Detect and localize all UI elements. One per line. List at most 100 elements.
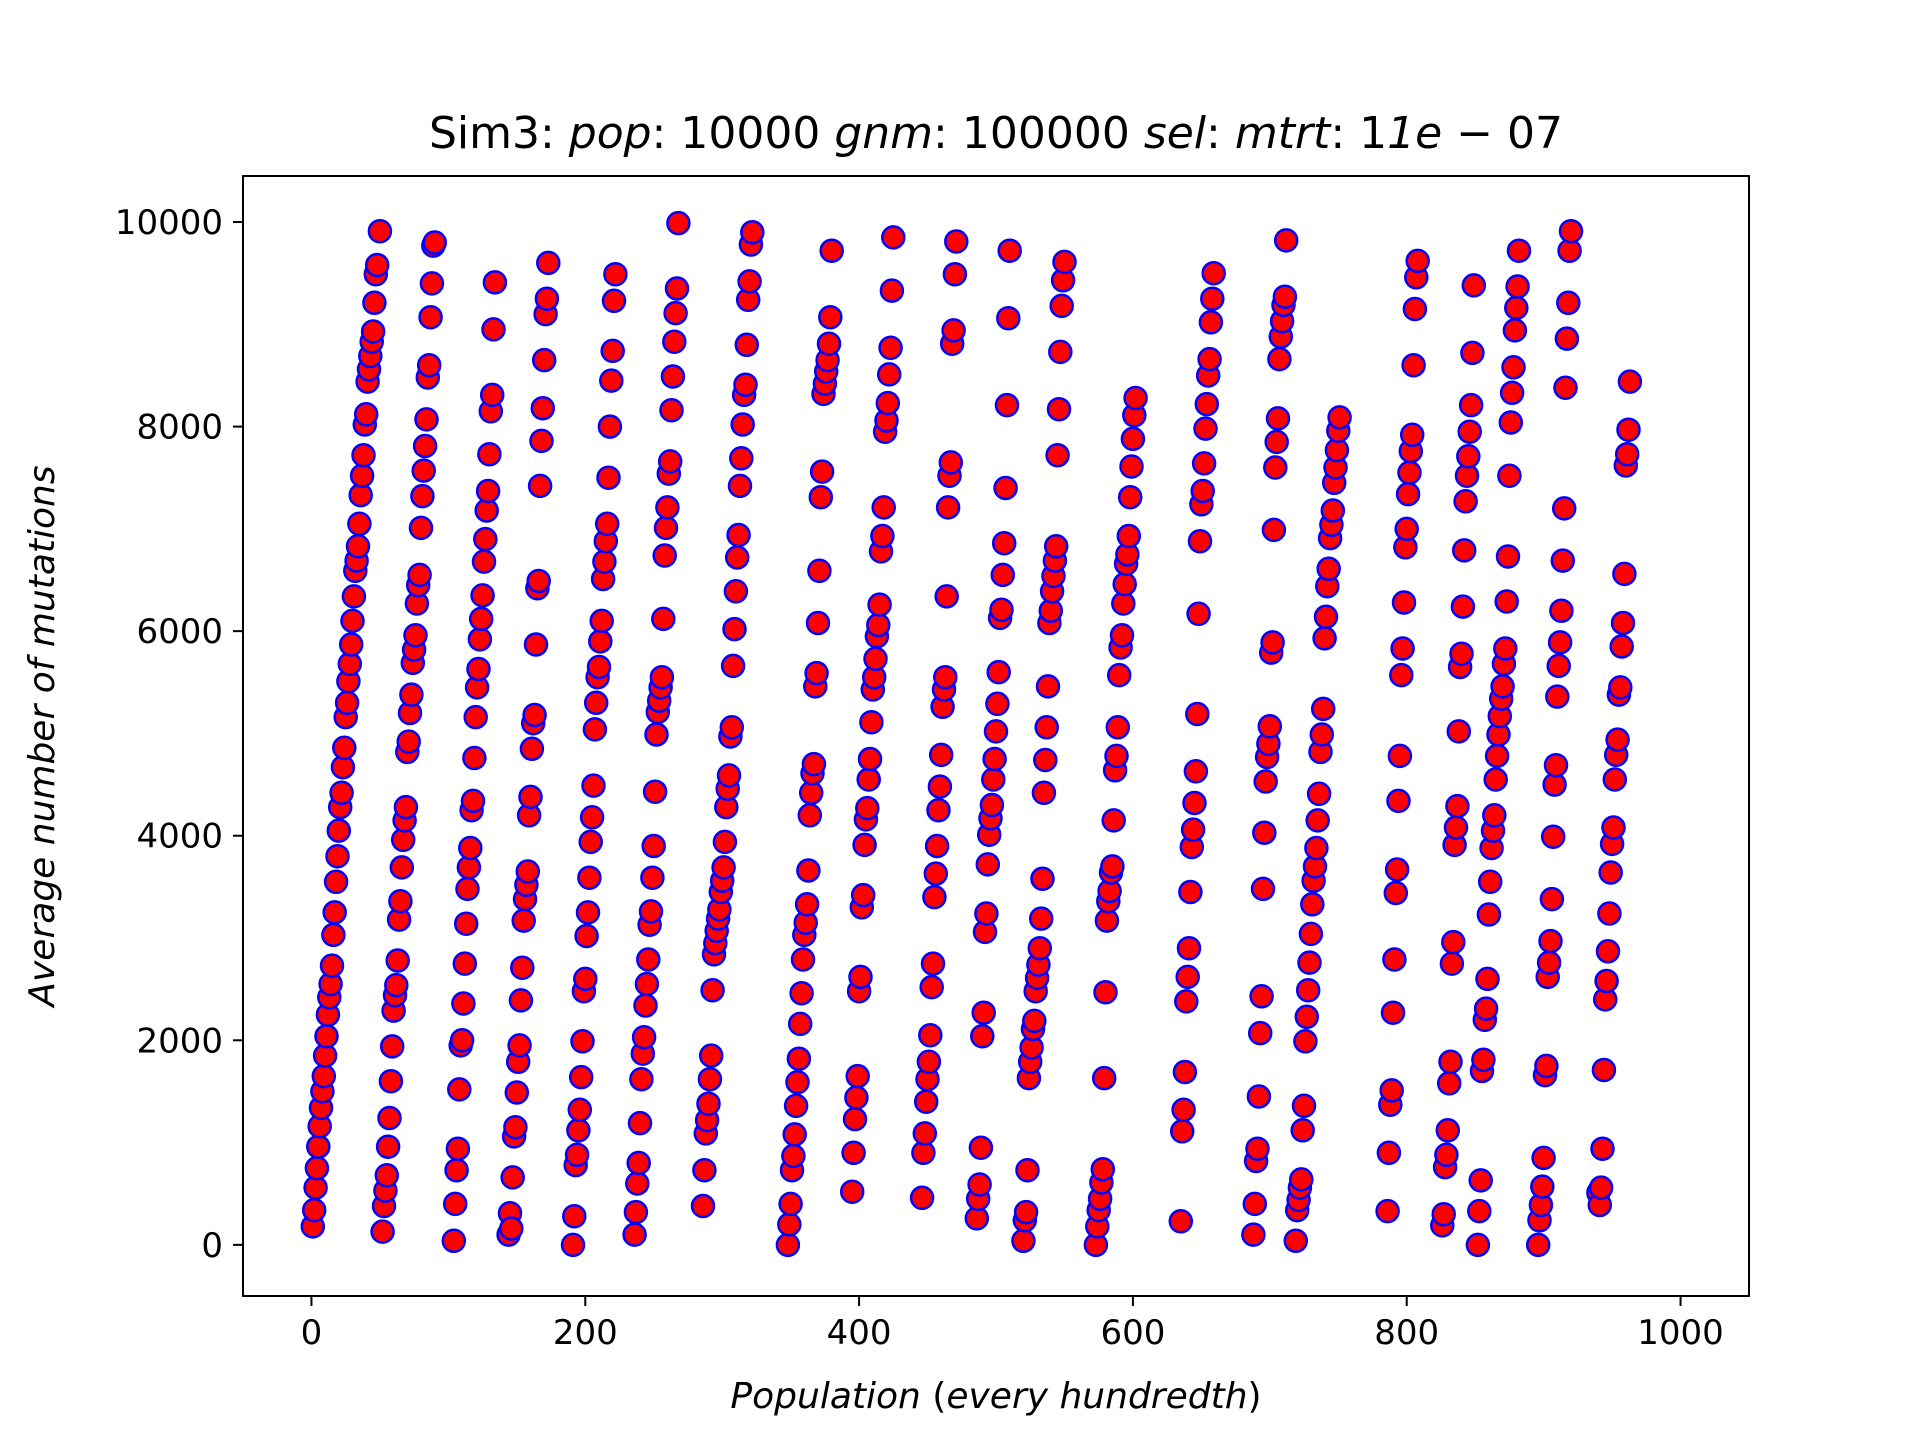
data-point xyxy=(301,1197,327,1223)
data-point xyxy=(523,632,549,657)
data-point xyxy=(785,1069,810,1095)
data-point xyxy=(596,465,621,490)
data-point xyxy=(1543,752,1569,778)
data-point xyxy=(1405,248,1430,274)
data-point xyxy=(1490,674,1515,699)
data-point xyxy=(1610,610,1636,636)
data-point xyxy=(1539,886,1565,912)
y-tick-label: 4000 xyxy=(136,817,223,857)
data-point xyxy=(967,1172,992,1197)
data-point xyxy=(1602,767,1628,792)
data-point xyxy=(1476,902,1502,927)
data-point xyxy=(445,1136,471,1161)
data-point xyxy=(319,953,345,978)
data-point xyxy=(989,597,1014,622)
data-point xyxy=(582,717,608,742)
data-point xyxy=(663,300,688,326)
data-point xyxy=(1174,989,1199,1014)
data-point xyxy=(801,751,827,777)
data-point xyxy=(975,852,1001,877)
data-point xyxy=(1504,295,1529,321)
data-point xyxy=(326,818,352,843)
data-point xyxy=(481,317,506,342)
data-point xyxy=(1446,719,1472,744)
data-point xyxy=(622,1222,647,1247)
data-point xyxy=(1439,951,1465,976)
data-point xyxy=(574,923,599,949)
data-point xyxy=(586,654,612,680)
data-point xyxy=(805,610,831,636)
data-point xyxy=(970,1023,995,1049)
data-point xyxy=(452,951,478,976)
data-point xyxy=(599,368,624,393)
data-point xyxy=(1457,419,1482,444)
data-point xyxy=(418,304,443,330)
data-point xyxy=(1116,523,1142,549)
data-point xyxy=(1558,218,1584,244)
data-point xyxy=(698,1043,724,1068)
data-point xyxy=(334,690,360,716)
data-point xyxy=(666,210,691,236)
data-point xyxy=(463,704,488,730)
data-point xyxy=(1608,675,1633,700)
data-point xyxy=(816,331,842,356)
data-point xyxy=(1027,935,1053,961)
data-point xyxy=(567,1097,593,1123)
data-point xyxy=(1547,630,1573,655)
data-point xyxy=(414,407,439,432)
data-point xyxy=(1272,284,1298,309)
data-point xyxy=(653,515,679,541)
data-point xyxy=(1273,228,1299,253)
data-point xyxy=(1549,598,1574,623)
data-point xyxy=(349,463,375,488)
data-point xyxy=(1253,769,1278,794)
data-point xyxy=(796,858,821,883)
data-point xyxy=(329,780,354,806)
data-point xyxy=(664,276,690,301)
data-point xyxy=(1175,964,1200,990)
data-point xyxy=(867,592,892,617)
data-point xyxy=(416,352,442,378)
data-point xyxy=(527,473,553,499)
data-point xyxy=(1467,1198,1492,1224)
data-point xyxy=(1257,714,1283,739)
data-point xyxy=(1609,634,1634,659)
data-point xyxy=(1598,860,1623,885)
x-axis-label: Population (every hundredth) xyxy=(730,1376,1261,1417)
data-point xyxy=(601,288,627,314)
data-point xyxy=(941,318,966,343)
data-point xyxy=(1450,594,1476,619)
data-point xyxy=(393,794,419,820)
data-point xyxy=(1401,352,1426,378)
data-point xyxy=(1246,1084,1272,1109)
data-point xyxy=(1305,808,1330,833)
data-point xyxy=(848,964,873,990)
data-point xyxy=(1033,747,1058,773)
data-point xyxy=(1030,866,1055,891)
y-tick-label: 6000 xyxy=(136,612,223,652)
data-point xyxy=(442,1191,468,1217)
data-point xyxy=(1168,1209,1194,1234)
data-point xyxy=(982,746,1007,772)
data-point xyxy=(603,261,628,287)
data-point xyxy=(412,433,438,459)
x-tick-label: 600 xyxy=(1100,1313,1165,1353)
data-point xyxy=(986,659,1011,685)
data-point xyxy=(1502,318,1528,343)
y-axis-ticks: 0 2000 4000 6000 8000 10000 xyxy=(115,203,243,1266)
data-point xyxy=(468,606,494,632)
data-point xyxy=(522,702,547,728)
data-point xyxy=(1536,950,1562,975)
data-point xyxy=(408,515,434,541)
data-point xyxy=(588,629,613,654)
data-point xyxy=(971,1000,996,1025)
data-point xyxy=(983,719,1009,744)
data-point xyxy=(566,1118,591,1143)
data-point xyxy=(410,483,435,509)
data-point xyxy=(1449,641,1474,666)
data-point xyxy=(730,412,755,437)
data-point xyxy=(1494,589,1519,614)
data-point xyxy=(979,792,1005,818)
data-point xyxy=(1384,857,1410,882)
data-point xyxy=(323,869,349,895)
